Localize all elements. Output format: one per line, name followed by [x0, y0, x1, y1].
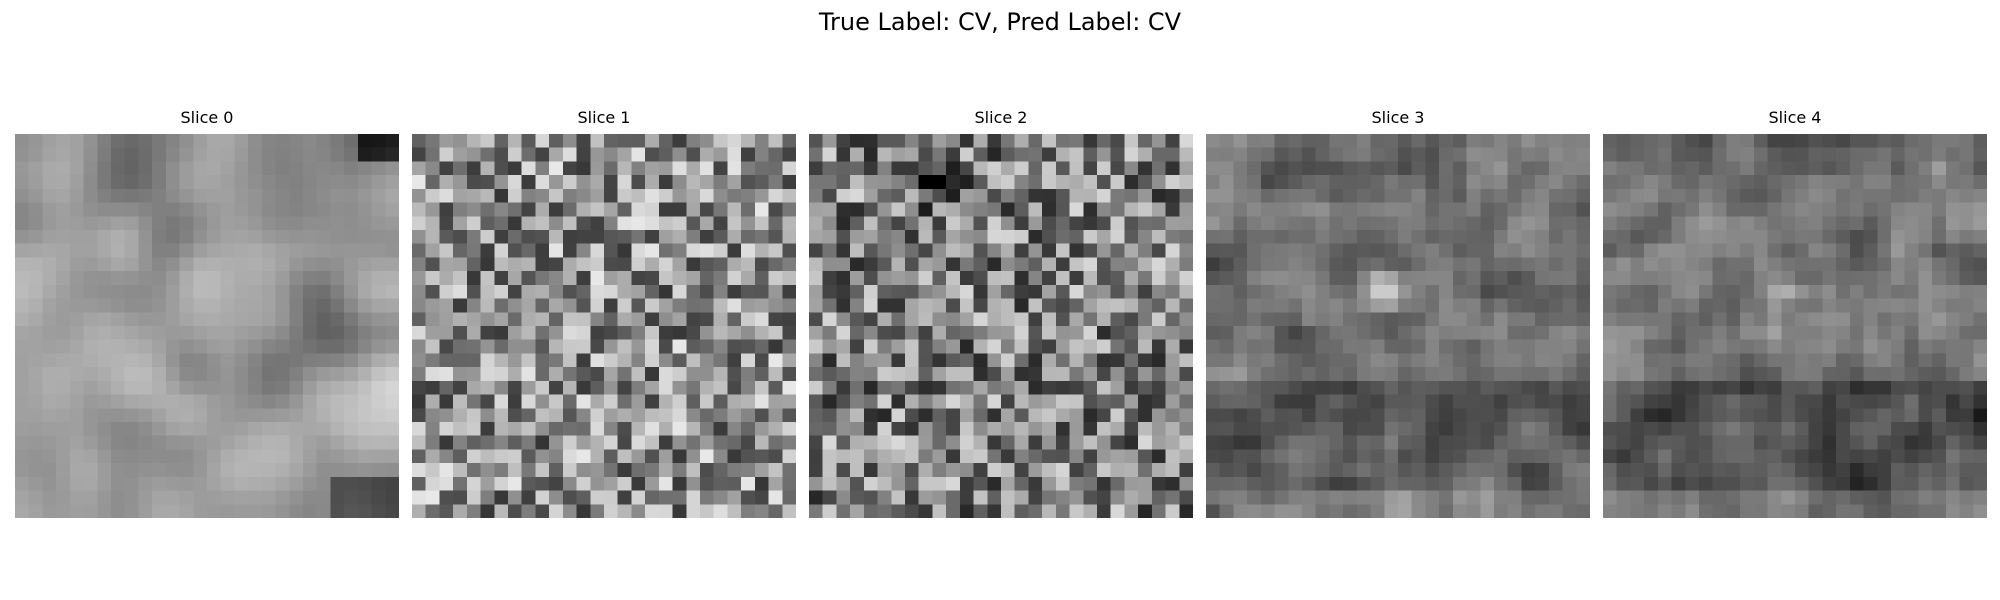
slice-image-0: [15, 134, 399, 518]
slice-panel-3: Slice 3: [1206, 108, 1590, 518]
figure-title: True Label: CV, Pred Label: CV: [818, 8, 1182, 36]
slice-panel-2: Slice 2: [809, 108, 1193, 518]
slice-panel-0: Slice 0: [15, 108, 399, 518]
slice-title-3: Slice 3: [1371, 108, 1425, 127]
slice-title-1: Slice 1: [577, 108, 631, 127]
slice-title-0: Slice 0: [180, 108, 234, 127]
slice-title-2: Slice 2: [974, 108, 1028, 127]
slice-image-4: [1603, 134, 1987, 518]
slice-image-2: [809, 134, 1193, 518]
slice-title-4: Slice 4: [1768, 108, 1822, 127]
slice-panel-4: Slice 4: [1603, 108, 1987, 518]
slice-panel-1: Slice 1: [412, 108, 796, 518]
slice-image-3: [1206, 134, 1590, 518]
slice-image-1: [412, 134, 796, 518]
